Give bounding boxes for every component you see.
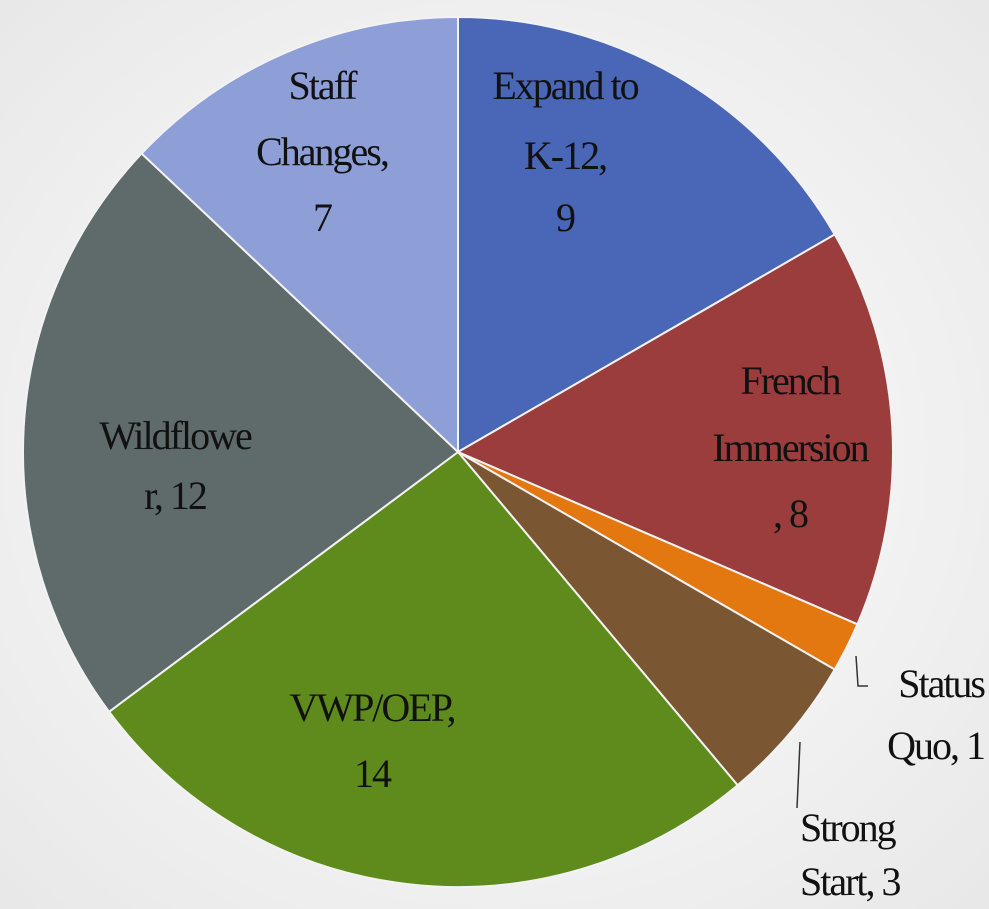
data-label: 9	[556, 195, 575, 240]
data-label: Quo, 1	[887, 723, 984, 768]
leader-line	[855, 655, 868, 687]
data-label: Changes,	[256, 129, 388, 174]
data-label: Status	[898, 661, 985, 706]
data-label: Wildflowe	[99, 413, 252, 458]
data-label: VWP/OEP,	[289, 685, 454, 730]
pie-slice	[140, 15, 459, 455]
data-label: French	[740, 358, 841, 403]
pie-slice	[457, 15, 837, 454]
pie-slice	[457, 451, 837, 787]
data-label: r, 12	[144, 473, 206, 518]
pie-slice	[107, 450, 740, 888]
leader-line	[796, 741, 801, 809]
data-label: , 8	[773, 491, 808, 536]
data-label: Strong	[800, 805, 897, 850]
data-label: Start, 3	[800, 859, 901, 904]
pie-slice	[455, 233, 894, 626]
pie-slice	[22, 152, 460, 714]
data-label: K-12,	[524, 133, 606, 178]
data-label: Staff	[288, 63, 358, 108]
data-label: Expand to	[492, 63, 638, 108]
data-label: Immersion	[712, 425, 869, 470]
data-label: 14	[354, 751, 392, 796]
data-label: 7	[313, 195, 332, 240]
